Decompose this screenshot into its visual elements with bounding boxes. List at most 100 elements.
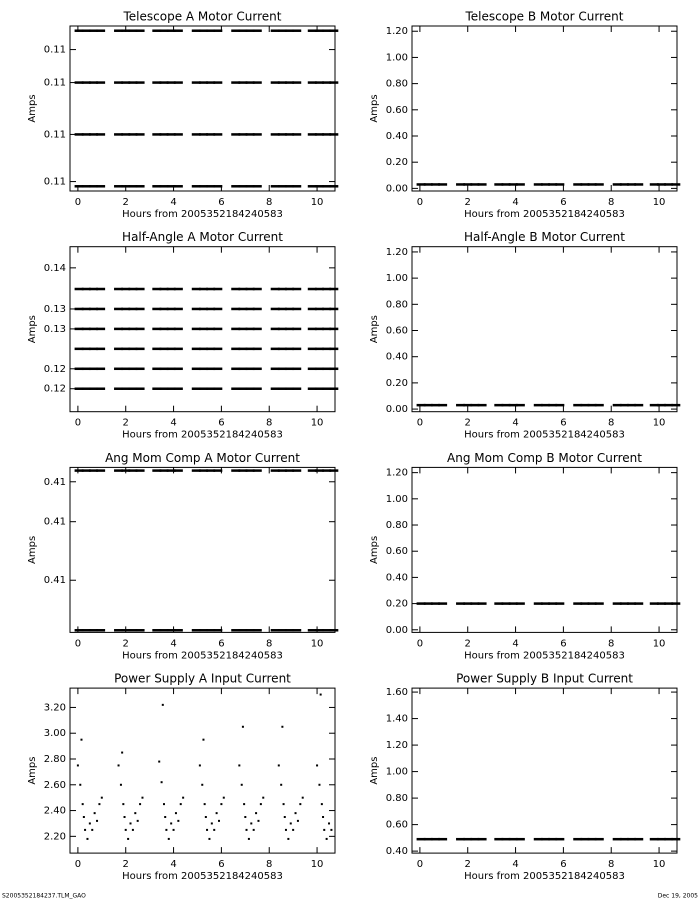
data-point <box>182 796 185 799</box>
data-point <box>79 783 82 786</box>
data-point <box>587 403 597 407</box>
data-point <box>74 347 84 351</box>
data-point <box>238 133 248 136</box>
data-point <box>252 133 262 136</box>
data-point <box>88 327 98 331</box>
x-tick-label: 2 <box>123 418 129 429</box>
data-point <box>277 307 287 311</box>
x-axis-label: Hours from 2005352184240583 <box>122 871 283 882</box>
data-point <box>173 133 183 136</box>
data-point <box>656 183 666 186</box>
data-point <box>423 602 433 605</box>
data-point <box>292 307 302 311</box>
data-point <box>238 629 248 632</box>
data-point <box>88 347 98 351</box>
data-point <box>285 307 295 311</box>
data-point <box>96 185 106 188</box>
data-point <box>245 185 255 188</box>
data-point <box>245 327 255 331</box>
data-point <box>173 287 183 291</box>
data-point <box>245 81 255 84</box>
data-point <box>627 837 637 841</box>
data-point <box>173 307 183 311</box>
data-point <box>173 367 183 371</box>
data-point <box>206 29 216 32</box>
data-point <box>307 469 317 472</box>
y-tick-label: 0.60 <box>386 326 408 337</box>
data-point <box>238 307 248 311</box>
data-point <box>159 307 169 311</box>
data-point <box>573 602 583 605</box>
data-point <box>294 812 297 815</box>
data-point <box>152 327 162 331</box>
data-point <box>135 387 145 390</box>
data-point <box>322 816 325 819</box>
data-point <box>515 602 525 605</box>
y-tick-label: 2.40 <box>44 806 66 817</box>
data-point <box>494 602 504 605</box>
data-point <box>252 307 262 311</box>
data-point <box>533 403 543 407</box>
plot-frame <box>411 466 678 633</box>
data-point <box>128 133 138 136</box>
data-point <box>159 347 169 351</box>
y-tick-label: 1.00 <box>386 767 408 778</box>
data-point <box>322 307 332 311</box>
data-point <box>322 387 332 390</box>
y-tick-label: 1.00 <box>386 273 408 284</box>
data-point <box>74 29 84 32</box>
data-point <box>314 367 324 371</box>
chart-title: Power Supply A Input Current <box>114 672 291 686</box>
data-point <box>463 602 473 605</box>
data-point <box>213 307 223 311</box>
data-point <box>159 81 169 84</box>
data-point <box>121 287 131 291</box>
data-point <box>540 183 550 186</box>
data-point <box>166 347 176 351</box>
data-point <box>508 403 518 407</box>
data-point <box>129 822 132 825</box>
data-point <box>515 403 525 407</box>
data-point <box>166 29 176 32</box>
data-point <box>96 819 99 822</box>
data-point <box>671 403 681 407</box>
y-tick-label: 0.13 <box>44 324 66 335</box>
x-tick-label: 8 <box>266 418 272 429</box>
data-point <box>213 629 223 632</box>
data-point <box>328 822 331 825</box>
data-point <box>277 133 287 136</box>
data-point <box>231 367 241 371</box>
data-point <box>88 81 98 84</box>
y-tick-label: 0.41 <box>44 477 66 488</box>
data-point <box>307 367 317 371</box>
data-point <box>173 327 183 331</box>
y-tick-label: 0.00 <box>386 625 408 636</box>
data-point <box>270 307 280 311</box>
data-point <box>634 837 644 841</box>
x-axis-label: Hours from 2005352184240583 <box>464 430 625 441</box>
data-point <box>277 629 287 632</box>
data-point <box>540 403 550 407</box>
y-tick-label: 1.00 <box>386 494 408 505</box>
data-point <box>245 629 255 632</box>
data-point <box>292 469 302 472</box>
chart-title: Ang Mom Comp A Motor Current <box>105 451 300 465</box>
data-point <box>314 81 324 84</box>
data-point <box>114 29 124 32</box>
x-axis-label: Hours from 2005352184240583 <box>122 209 283 220</box>
data-point <box>270 327 280 331</box>
data-point <box>128 367 138 371</box>
data-point <box>204 816 207 819</box>
data-point <box>80 738 83 741</box>
data-point <box>252 367 262 371</box>
data-point <box>252 387 262 390</box>
footer-file: S2005352184237.TLM_GAO <box>2 893 86 900</box>
y-tick-label: 0.11 <box>44 45 66 56</box>
data-point <box>206 185 216 188</box>
data-point <box>136 819 139 822</box>
data-point <box>128 287 138 291</box>
data-point <box>329 367 339 371</box>
data-point <box>285 29 295 32</box>
data-point <box>121 133 131 136</box>
data-point <box>270 133 280 136</box>
